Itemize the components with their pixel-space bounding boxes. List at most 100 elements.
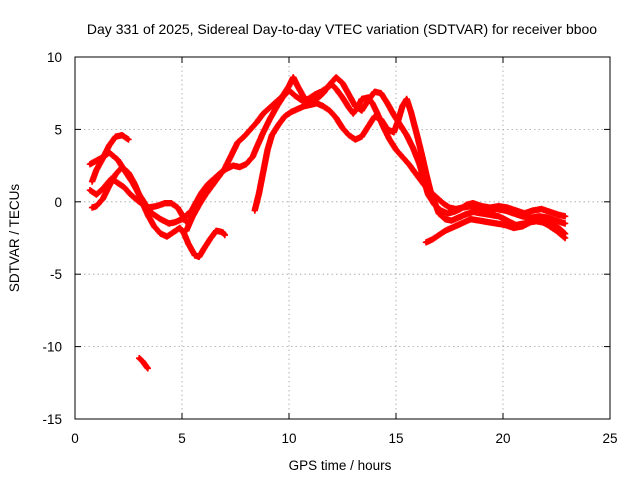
data-point [94,204,98,208]
grid [75,57,610,419]
data-point [90,179,94,184]
data-point [199,191,203,195]
data-points [86,74,569,372]
data-point [548,210,552,214]
data-point [171,230,175,234]
data-point [450,219,454,223]
data-point [116,181,120,185]
data-point [210,184,214,188]
data-point [503,223,507,227]
data-point [450,226,454,230]
data-point [296,107,300,111]
data-point [140,359,144,363]
data-point [184,229,188,233]
data-point [94,168,98,172]
x-tick-label: 10 [281,431,296,446]
data-point [242,135,246,139]
data-point [471,210,475,214]
data-point [462,220,467,224]
data-point [248,127,253,131]
x-tick-label: 25 [602,431,617,446]
data-point [146,213,150,217]
data-point [417,162,422,166]
data-point [505,206,509,210]
data-point [360,97,364,101]
data-point [497,214,501,218]
data-point [334,75,338,79]
data-point [415,174,419,178]
data-point [139,198,143,202]
data-point [114,135,118,139]
data-point [321,91,325,95]
x-axis-label: GPS time / hours [289,458,392,473]
y-tick-label: 10 [47,50,62,65]
data-point [405,133,409,137]
data-point [392,113,396,117]
data-point [129,193,133,197]
data-point [208,237,212,241]
data-point [477,219,482,223]
data-point [122,185,126,189]
data-point [554,229,559,233]
data-point [437,211,441,215]
data-point [90,206,94,210]
data-point [514,208,518,213]
data-point [366,98,370,102]
data-point [201,248,205,252]
y-axis-label: SDTVAR / TECUs [7,184,22,293]
data-point [531,208,535,213]
series-track-6 [183,74,569,234]
data-point [231,164,235,168]
data-point [270,133,274,137]
data-point [216,175,220,179]
data-point [353,104,357,108]
y-tick-label: 5 [54,122,62,137]
data-point [146,366,150,370]
data-point [385,101,389,105]
data-point [315,101,319,105]
data-point [411,146,415,150]
data-point [308,103,312,107]
data-point [366,124,370,129]
data-point [430,237,434,241]
data-point [302,104,306,108]
data-point [428,188,432,192]
data-point [274,100,278,104]
data-point [163,201,167,205]
data-point [469,217,473,221]
data-point [255,120,259,124]
data-point [546,216,550,220]
x-tick-label: 20 [495,431,510,446]
data-point [253,208,257,213]
data-point [214,229,218,233]
data-point [107,184,111,188]
data-point [283,114,287,118]
data-point [537,214,542,218]
data-point [296,84,300,88]
data-point [334,87,338,91]
data-point [313,93,317,97]
data-point [229,153,233,158]
data-point [437,233,441,237]
axis-ticks: 0 5 10 15 20 25 -15 -10 -5 0 5 10 [42,50,617,446]
data-point [274,106,278,110]
data-point [520,224,524,228]
data-point [522,211,527,215]
data-point [495,221,499,226]
data-point [101,187,105,191]
data-point [443,217,447,221]
data-point [373,90,377,94]
data-point [480,211,484,215]
data-point [447,206,452,210]
y-tick-label: -10 [42,340,62,355]
data-point [405,97,409,101]
data-point [432,200,437,204]
data-point [137,356,141,360]
data-point [420,152,424,156]
y-tick-label: -5 [50,267,62,282]
data-point [266,148,270,152]
data-point [154,204,158,208]
data-point [276,123,280,127]
data-point [563,221,567,226]
